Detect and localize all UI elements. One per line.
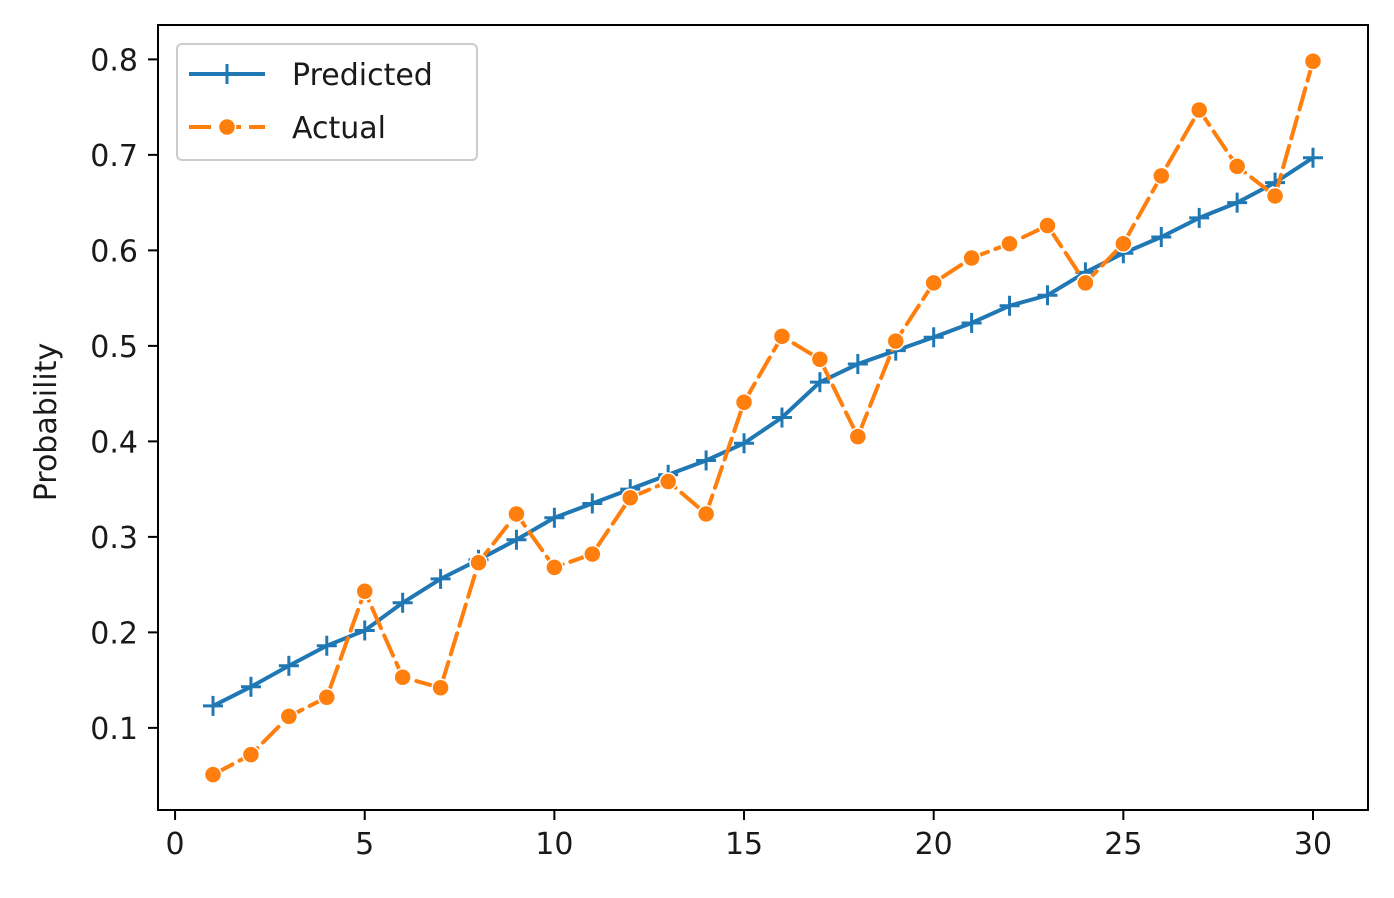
data-point-predicted-2	[240, 676, 261, 697]
series-predicted	[203, 147, 1323, 716]
series-line-actual	[211, 59, 1315, 777]
data-point-predicted-21	[961, 312, 982, 333]
data-point-actual-18	[848, 427, 868, 446]
data-point-predicted-1	[203, 695, 223, 716]
data-point-predicted-5	[354, 620, 375, 641]
data-point-actual-19	[886, 331, 906, 351]
data-point-actual-25	[1114, 234, 1133, 253]
data-point-predicted-17	[809, 372, 830, 393]
legend-marker-actual	[217, 117, 237, 137]
data-point-predicted-4	[316, 635, 337, 656]
data-point-actual-29	[1265, 186, 1285, 206]
data-point-predicted-7	[430, 568, 451, 589]
data-point-actual-16	[772, 327, 792, 346]
data-point-actual-1	[203, 765, 223, 784]
legend: Predicted Actual	[176, 43, 478, 161]
data-point-actual-21	[962, 248, 981, 268]
data-point-actual-9	[507, 504, 526, 524]
legend-label-actual: Actual	[292, 111, 386, 146]
data-point-actual-26	[1152, 166, 1171, 186]
data-point-actual-14	[696, 504, 716, 524]
data-point-predicted-27	[1189, 207, 1210, 228]
data-point-actual-8	[469, 553, 488, 572]
legend-item-actual: Actual	[189, 111, 386, 146]
data-point-actual-5	[355, 582, 374, 601]
x-tick-label-5: 5	[355, 827, 374, 862]
series-line-predicted	[211, 155, 1315, 708]
plot-frame	[157, 24, 1369, 811]
y-axis-label: Probability	[29, 343, 64, 502]
y-tick-label-0.1: 0.1	[90, 712, 138, 747]
data-point-actual-27	[1189, 100, 1209, 120]
x-tick-label-25: 25	[1104, 827, 1142, 862]
data-point-actual-7	[431, 678, 450, 698]
data-point-actual-23	[1038, 216, 1057, 235]
data-point-actual-11	[583, 544, 602, 564]
legend-marker-predicted	[217, 64, 237, 84]
y-tick-label-0.8: 0.8	[90, 43, 138, 78]
x-tick-label-0: 0	[166, 827, 185, 862]
data-point-predicted-28	[1227, 192, 1248, 213]
data-point-actual-30	[1303, 52, 1323, 71]
data-point-actual-24	[1076, 273, 1095, 293]
data-point-actual-3	[279, 707, 299, 726]
data-point-predicted-15	[734, 433, 755, 454]
data-point-actual-4	[317, 688, 337, 707]
data-point-actual-22	[1000, 234, 1019, 253]
data-point-predicted-18	[847, 354, 868, 375]
legend-label-predicted: Predicted	[292, 58, 433, 93]
x-tick-label-10: 10	[535, 827, 573, 862]
data-point-actual-13	[658, 472, 678, 491]
data-point-predicted-6	[392, 592, 413, 613]
data-point-actual-2	[241, 745, 261, 764]
data-point-actual-12	[620, 488, 640, 507]
y-tick-label-0.6: 0.6	[90, 234, 138, 269]
data-point-predicted-3	[278, 655, 299, 676]
data-point-predicted-10	[544, 507, 565, 528]
x-tick-label-20: 20	[915, 827, 953, 862]
data-point-actual-28	[1227, 157, 1247, 176]
data-point-predicted-16	[771, 407, 792, 428]
series-actual	[203, 52, 1323, 784]
data-point-actual-20	[924, 273, 943, 293]
data-point-predicted-30	[1303, 147, 1323, 168]
data-point-predicted-22	[999, 295, 1020, 316]
y-tick-label-0.4: 0.4	[90, 425, 138, 460]
data-point-predicted-14	[696, 450, 717, 471]
x-tick-label-30: 30	[1294, 827, 1332, 862]
data-point-actual-17	[810, 349, 830, 369]
y-tick-label-0.7: 0.7	[90, 139, 138, 174]
data-point-predicted-9	[506, 529, 527, 550]
y-tick-label-0.3: 0.3	[90, 521, 138, 556]
x-tick-label-15: 15	[725, 827, 763, 862]
data-point-actual-6	[393, 668, 412, 687]
data-point-predicted-20	[923, 327, 944, 348]
data-point-actual-10	[545, 558, 564, 577]
data-point-actual-15	[734, 392, 754, 412]
data-point-predicted-26	[1151, 227, 1172, 248]
data-point-predicted-23	[1037, 285, 1058, 306]
legend-item-predicted: Predicted	[189, 58, 433, 93]
data-point-predicted-11	[582, 493, 603, 514]
y-tick-label-0.2: 0.2	[90, 616, 138, 651]
y-tick-label-0.5: 0.5	[90, 330, 138, 365]
